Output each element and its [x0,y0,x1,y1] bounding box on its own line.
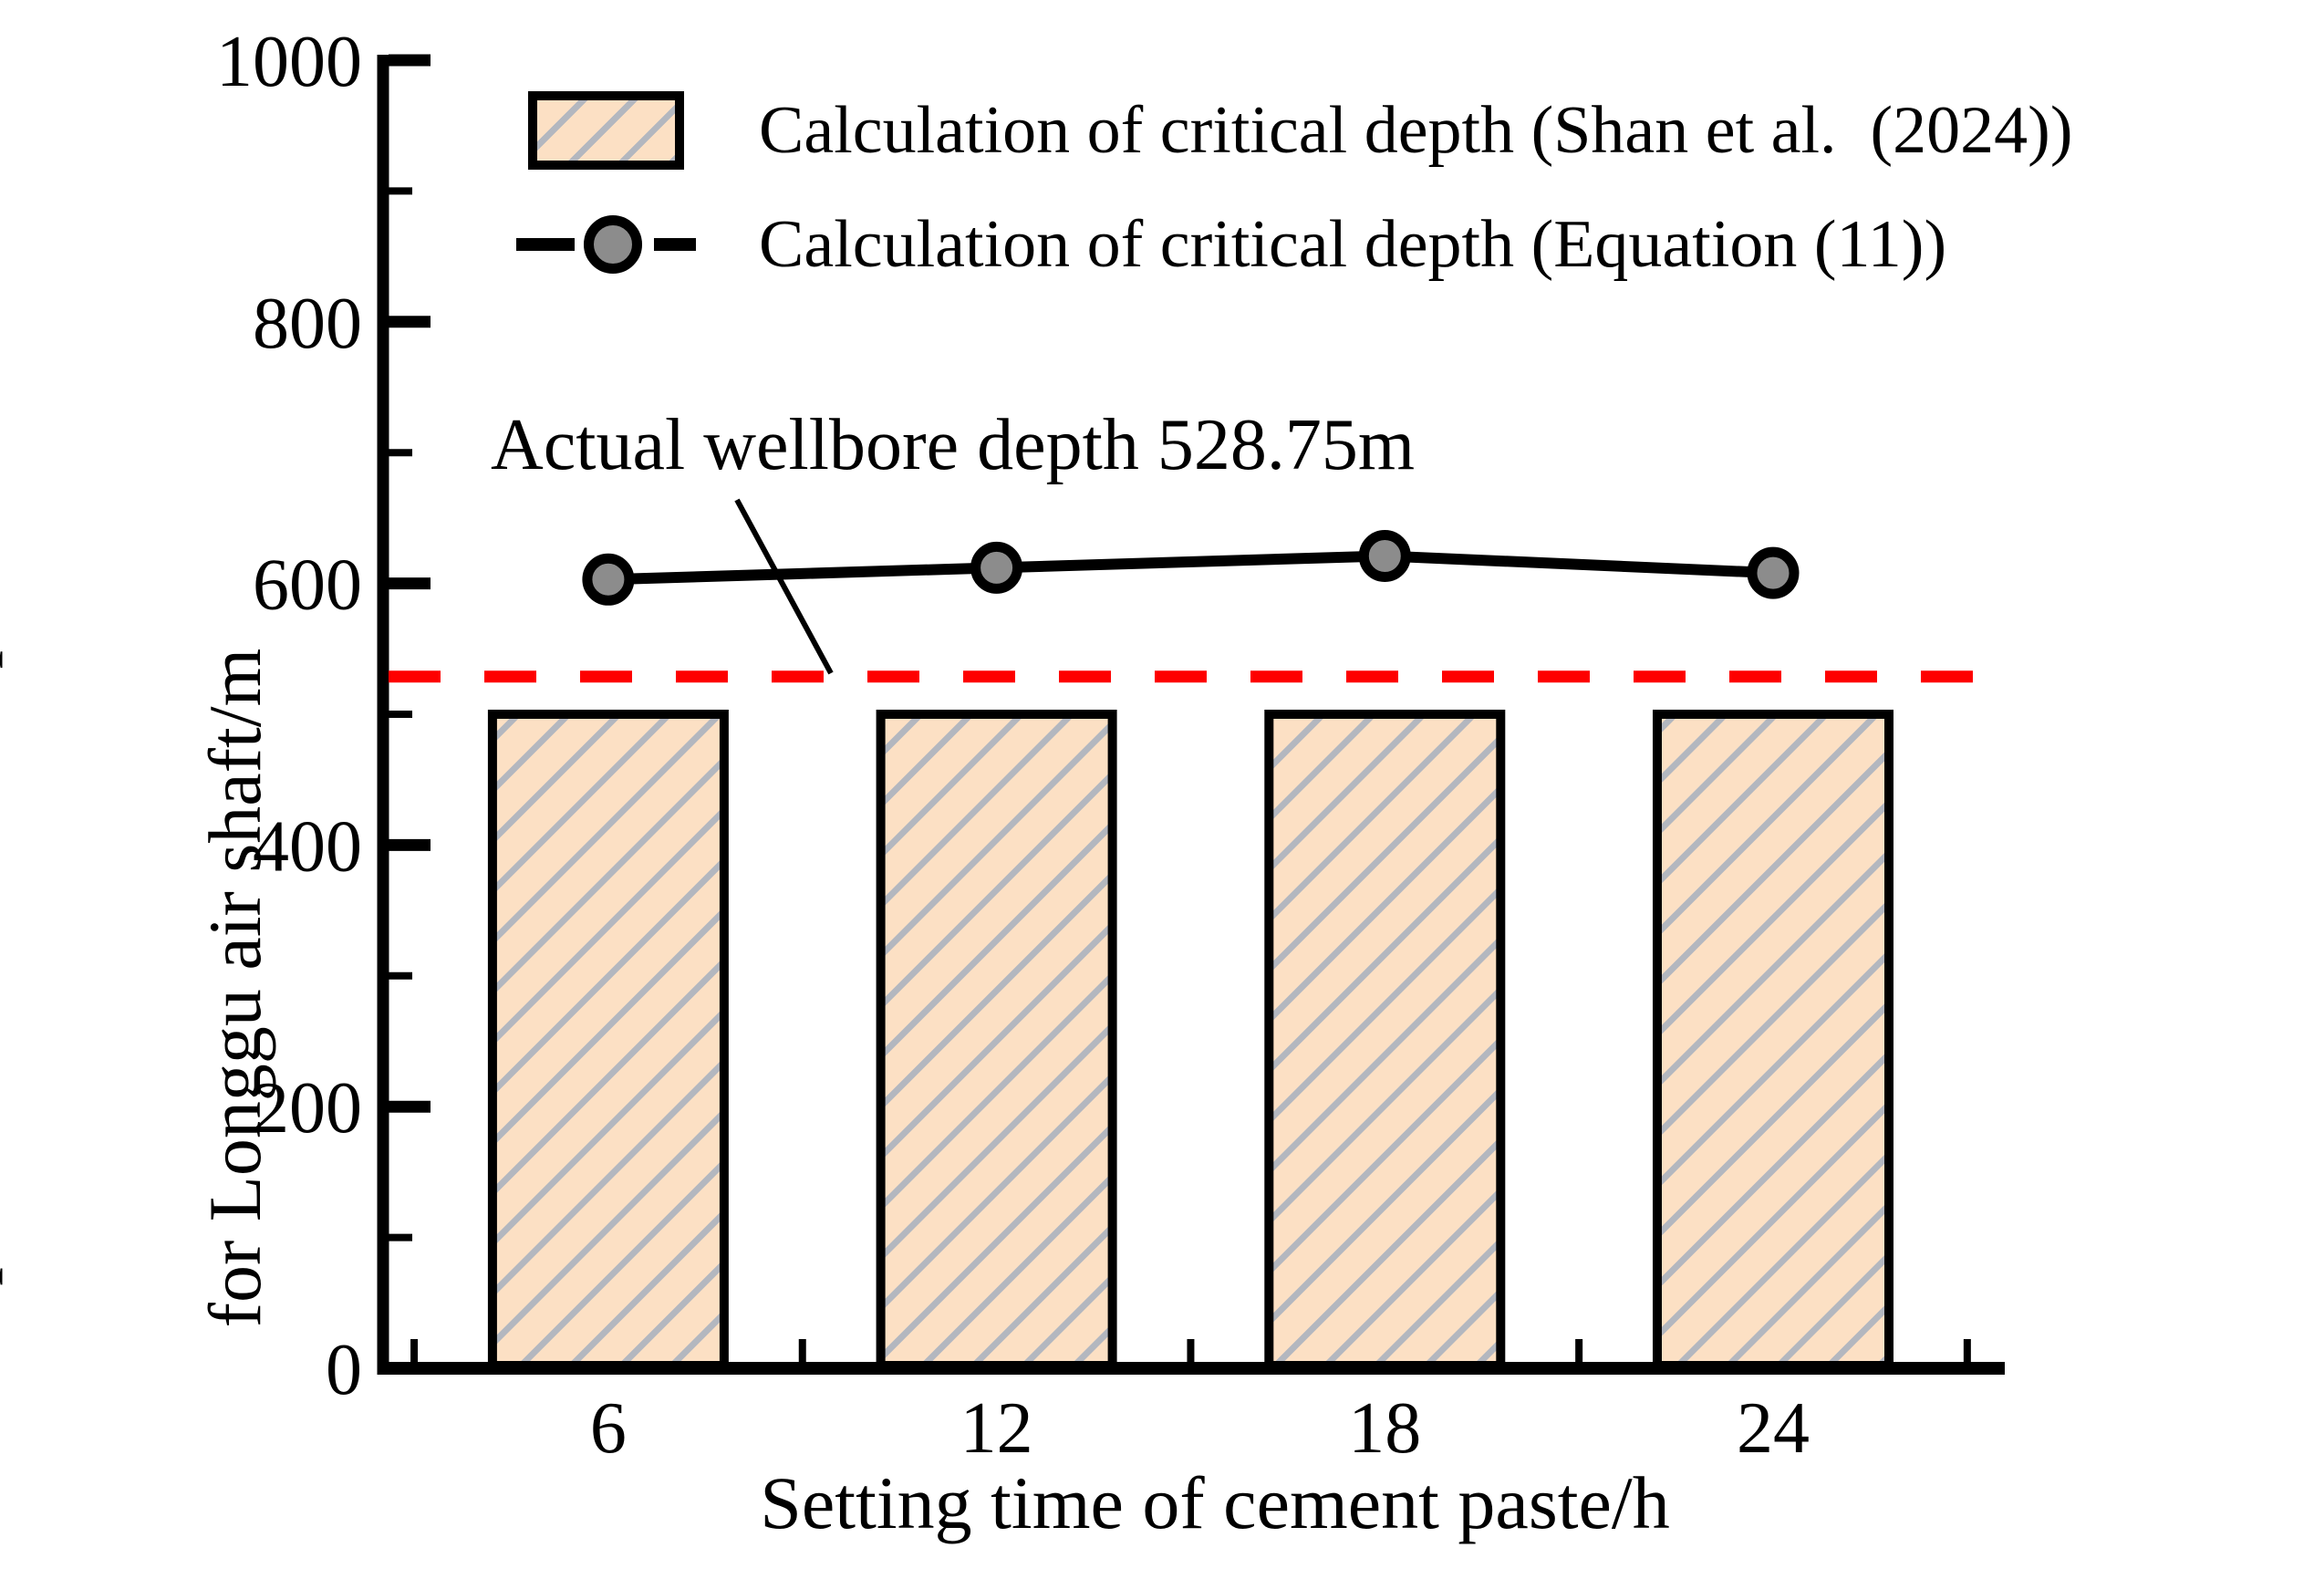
data-point-marker [1358,529,1411,582]
data-point-marker [582,553,635,606]
legend-line-dash-icon [654,238,696,251]
x-tick-label: 12 [960,1388,1033,1469]
x-axis-title: Setting time of cement paste/h [760,1461,1670,1544]
legend-circle-marker-icon [584,215,642,274]
bar [1264,710,1506,1370]
x-tick-label: 18 [1348,1388,1421,1469]
bar [876,710,1117,1370]
legend-bar-swatch-icon [528,91,684,170]
y-axis-title-line-1: Comparison of critical depths [0,544,3,1432]
legend-line-dash-icon [516,238,575,251]
x-tick-label: 6 [590,1388,627,1469]
y-tick-label: 200 [253,1068,362,1148]
bar [1653,710,1893,1370]
y-tick-label: 0 [326,1330,362,1410]
y-tick-label: 800 [253,284,362,364]
legend-label-bar-series: Calculation of critical depth (Shan et a… [759,93,2073,168]
bar [487,710,729,1370]
y-tick-label: 400 [253,806,362,887]
data-point-marker [970,541,1023,594]
legend-label-line-series: Calculation of critical depth (Equation … [759,207,1947,282]
line-series [607,550,1774,586]
data-point-marker [1747,546,1800,599]
y-axis-title: Comparison of critical depths for Longgu… [0,167,463,1579]
y-tick-label: 1000 [216,22,362,102]
x-tick-label: 24 [1737,1388,1810,1469]
annotation-leader-line [734,498,834,675]
y-tick-label: 600 [253,545,362,626]
annotation-actual-wellbore-depth: Actual wellbore depth 528.75m [491,405,1416,485]
y-axis-title-line-2: for Longgu air shaft/m [193,648,276,1328]
